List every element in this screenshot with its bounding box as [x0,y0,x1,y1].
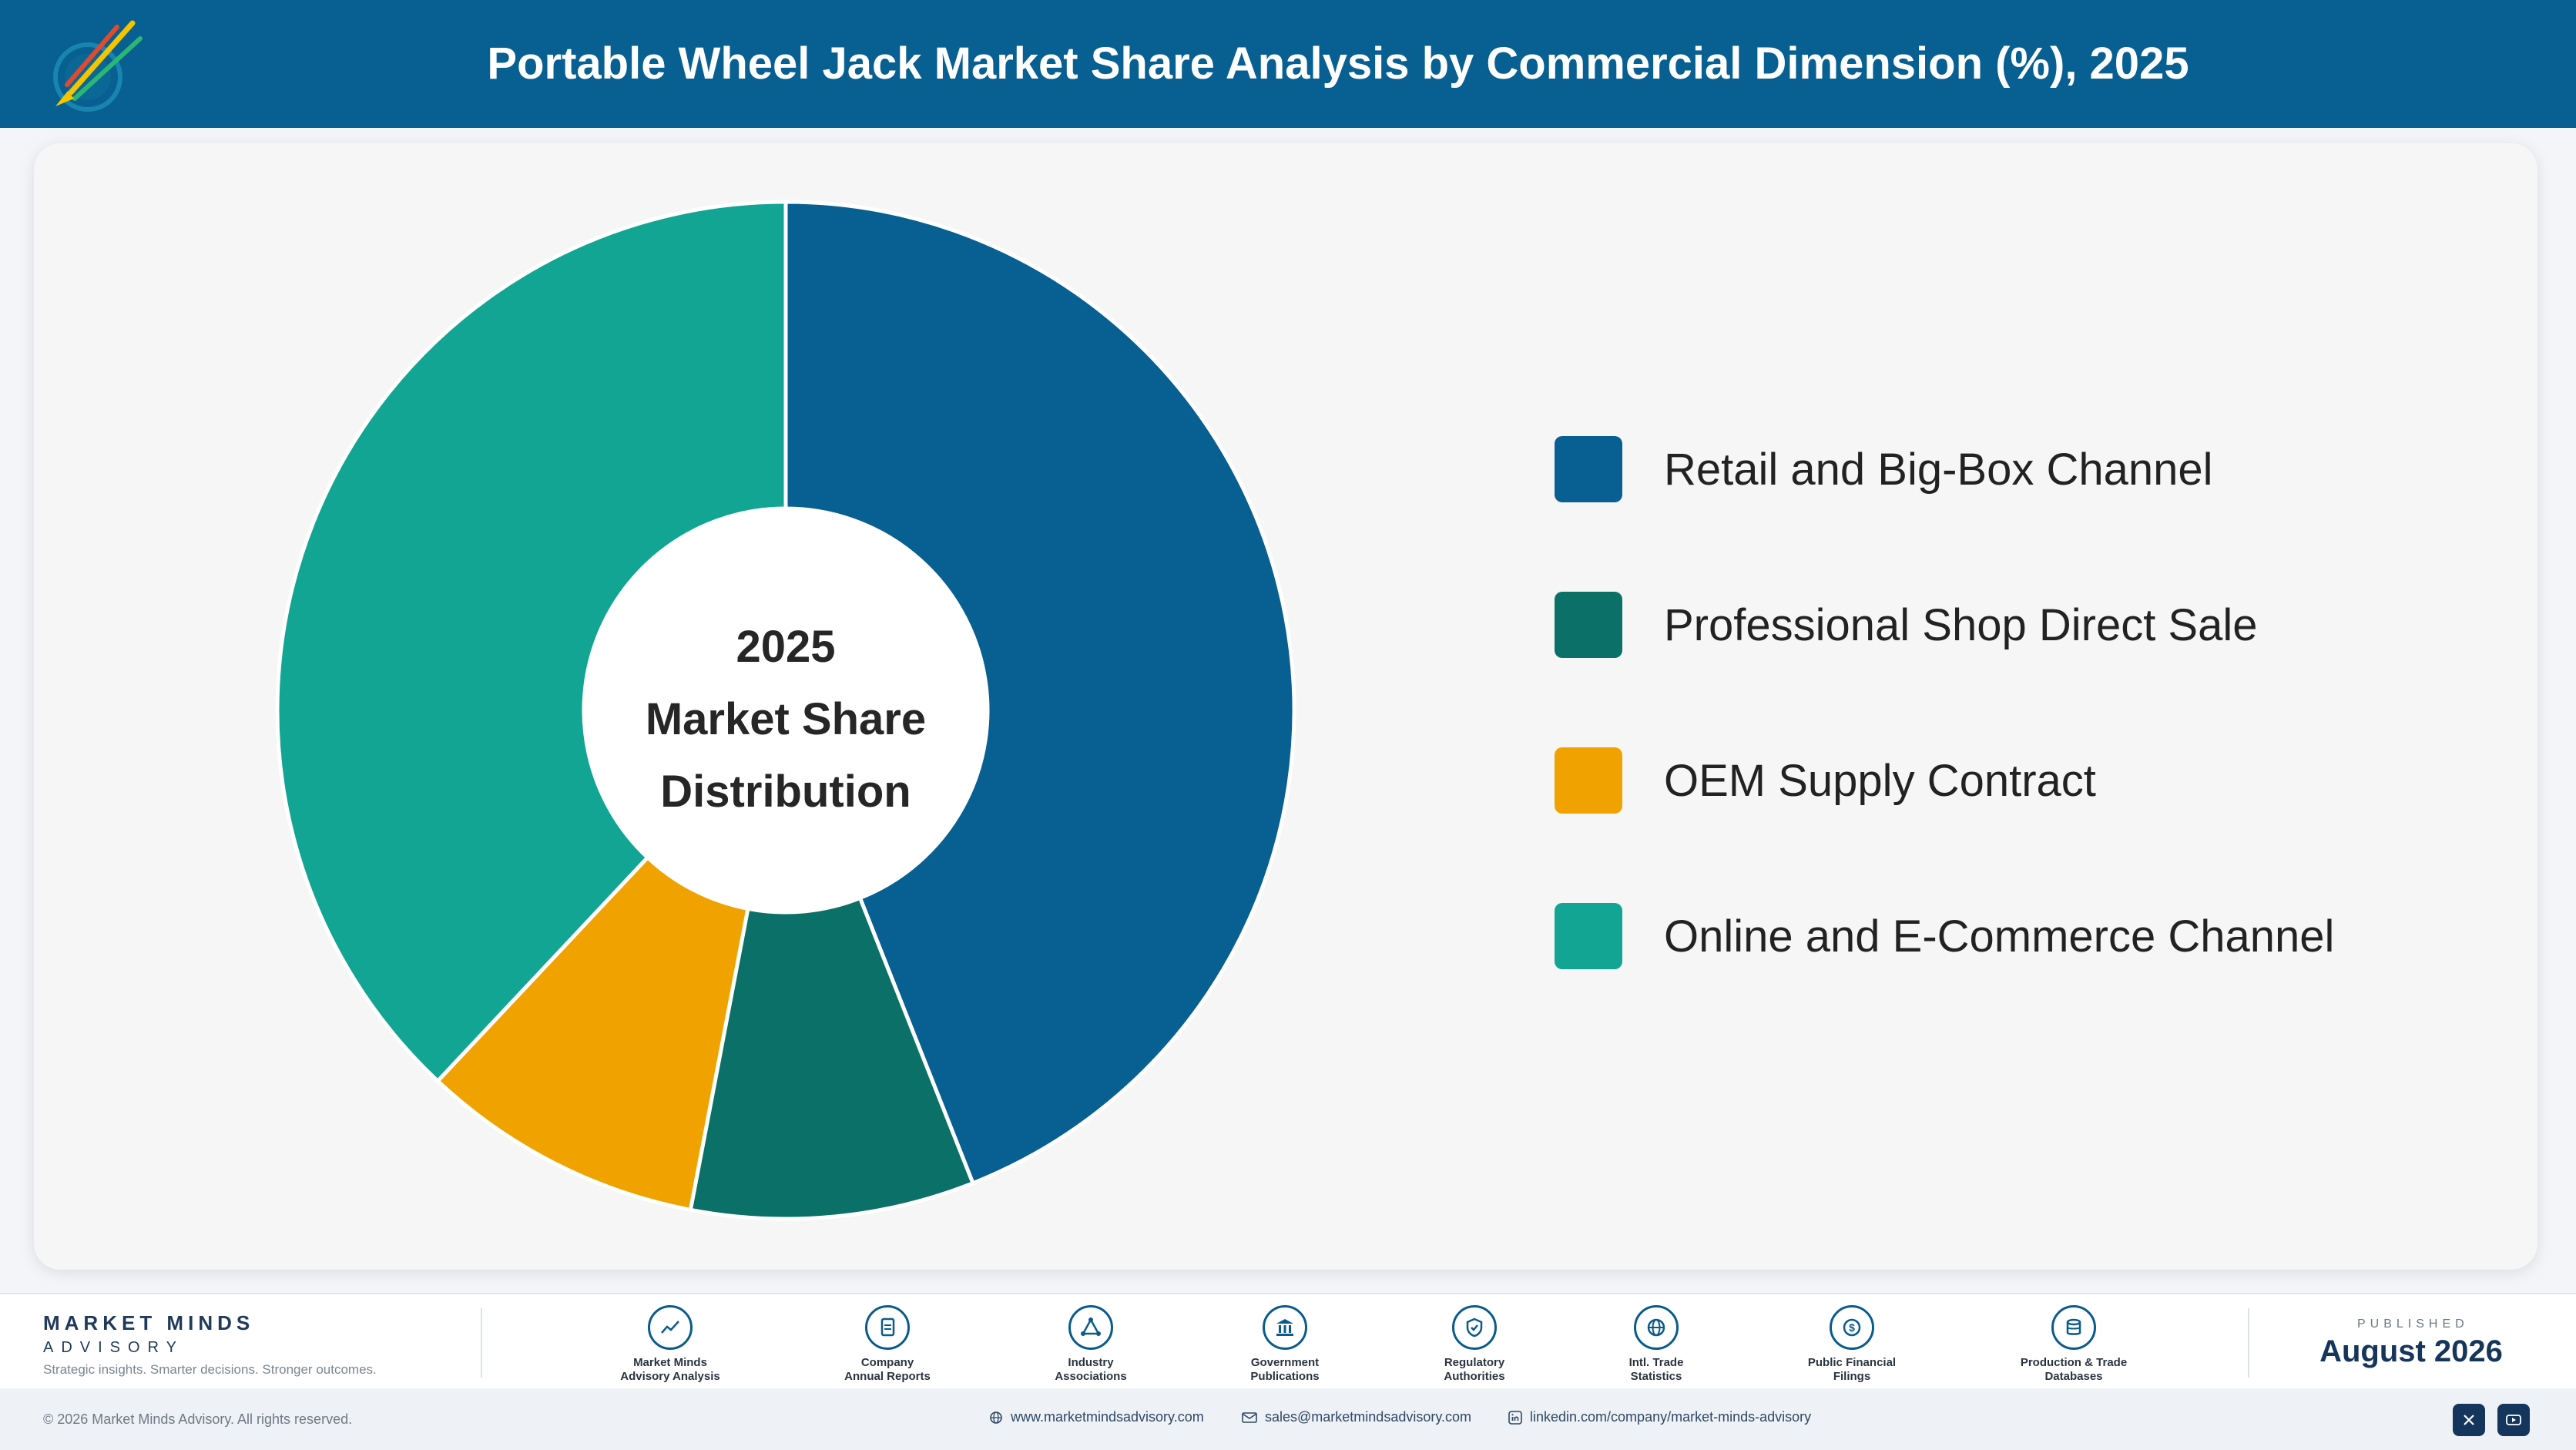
source-label-line2: Annual Reports [844,1370,931,1383]
published-label: PUBLISHED [2357,1317,2469,1331]
brand-name: MARKET MINDS [43,1311,255,1334]
legend-label: OEM Supply Contract [1664,755,2096,806]
bottom-bar: © 2026 Market Minds Advisory. All rights… [0,1388,2576,1450]
legend-item: Online and E-Commerce Channel [1555,903,2334,969]
legend-label: Retail and Big-Box Channel [1664,444,2213,495]
website-text: www.marketmindsadvisory.com [1011,1409,1204,1425]
donut-slice [783,200,1296,1186]
source-label-line1: Production & Trade [2020,1356,2128,1369]
donut-slice [434,854,750,1213]
document-icon [865,1305,910,1350]
youtube-social-button[interactable] [2497,1404,2530,1436]
legend-swatch [1555,903,1622,969]
brand-tagline: Strategic insights. Smarter decisions. S… [43,1362,377,1377]
source-item: Government Publications [1208,1305,1362,1384]
published-date: August 2026 [2319,1334,2503,1368]
linkedin-text: linkedin.com/company/market-minds-adviso… [1530,1409,1812,1425]
globe-icon [990,1411,1002,1424]
source-item: Market Minds Advisory Analysis [593,1305,747,1384]
source-label-line1: Company [860,1356,914,1369]
center-label-year: 2025 [736,622,836,672]
source-label-line2: Authorities [1444,1370,1505,1383]
linkedin-icon [1508,1410,1522,1425]
footer-divider [481,1308,482,1378]
currency-coin-icon: $ [1830,1305,1874,1350]
source-label-line1: Intl. Trade [1628,1356,1684,1369]
trend-chart-icon [648,1305,693,1350]
source-label-line1: Public Financial [1807,1356,1897,1369]
page-title: Portable Wheel Jack Market Share Analysi… [487,39,2189,89]
source-label-line1: Regulatory [1444,1356,1505,1369]
source-item: $ Public Financial Filings [1775,1305,1929,1384]
source-label-line2: Advisory Analysis [620,1370,720,1383]
government-building-icon [1263,1305,1307,1350]
source-label-line1: Government [1250,1356,1320,1369]
footer: MARKET MINDS ADVISORY Strategic insights… [0,1293,2576,1388]
legend-label: Online and E-Commerce Channel [1664,911,2335,962]
source-label-line2: Databases [2044,1370,2103,1383]
donut-slice [688,895,976,1221]
legend-swatch [1555,592,1622,658]
header-bar: Portable Wheel Jack Market Share Analysi… [0,0,2576,128]
source-label-line2: Associations [1055,1370,1127,1383]
source-item: Intl. Trade Statistics [1579,1305,1733,1384]
email-link[interactable]: sales@marketmindsadvisory.com [1242,1409,1471,1425]
legend-swatch [1555,747,1622,814]
source-item: Industry Associations [1014,1305,1168,1384]
source-label-line1: Market Minds [633,1356,707,1369]
linkedin-link[interactable]: linkedin.com/company/market-minds-adviso… [1508,1409,1811,1425]
donut-hole [585,510,986,911]
source-label-line2: Filings [1833,1370,1871,1383]
copyright-text: © 2026 Market Minds Advisory. All rights… [43,1411,353,1427]
brand-subtitle: ADVISORY [43,1339,184,1356]
legend-item: Retail and Big-Box Channel [1555,436,2334,502]
source-label-line2: Publications [1250,1370,1320,1383]
donut-slice [275,200,788,1084]
globe-icon [1634,1305,1679,1350]
database-icon [2051,1305,2096,1350]
shield-check-icon [1452,1305,1497,1350]
source-label-line2: Statistics [1630,1370,1682,1383]
website-link[interactable]: www.marketmindsadvisory.com [989,1409,1204,1425]
chart-legend: Retail and Big-Box Channel Professional … [1555,436,2334,1059]
network-icon [1068,1305,1113,1350]
x-social-button[interactable] [2453,1404,2485,1436]
source-label-line1: Industry [1068,1356,1114,1369]
source-item: Production & Trade Databases [1997,1305,2151,1384]
svg-text:$: $ [1849,1321,1855,1334]
youtube-icon [2506,1415,2521,1425]
source-item: Company Annual Reports [810,1305,964,1384]
legend-label: Professional Shop Direct Sale [1664,599,2258,650]
legend-swatch [1555,436,1622,502]
mail-icon [1242,1411,1257,1423]
center-label-line3: Distribution [660,767,911,817]
footer-divider [2248,1308,2249,1378]
company-logo [53,20,143,112]
legend-item: Professional Shop Direct Sale [1555,592,2334,658]
source-item: Regulatory Authorities [1397,1305,1551,1384]
legend-item: OEM Supply Contract [1555,747,2334,814]
center-label-line2: Market Share [645,694,927,744]
email-text: sales@marketmindsadvisory.com [1265,1409,1472,1425]
x-logo-icon [2464,1415,2474,1425]
